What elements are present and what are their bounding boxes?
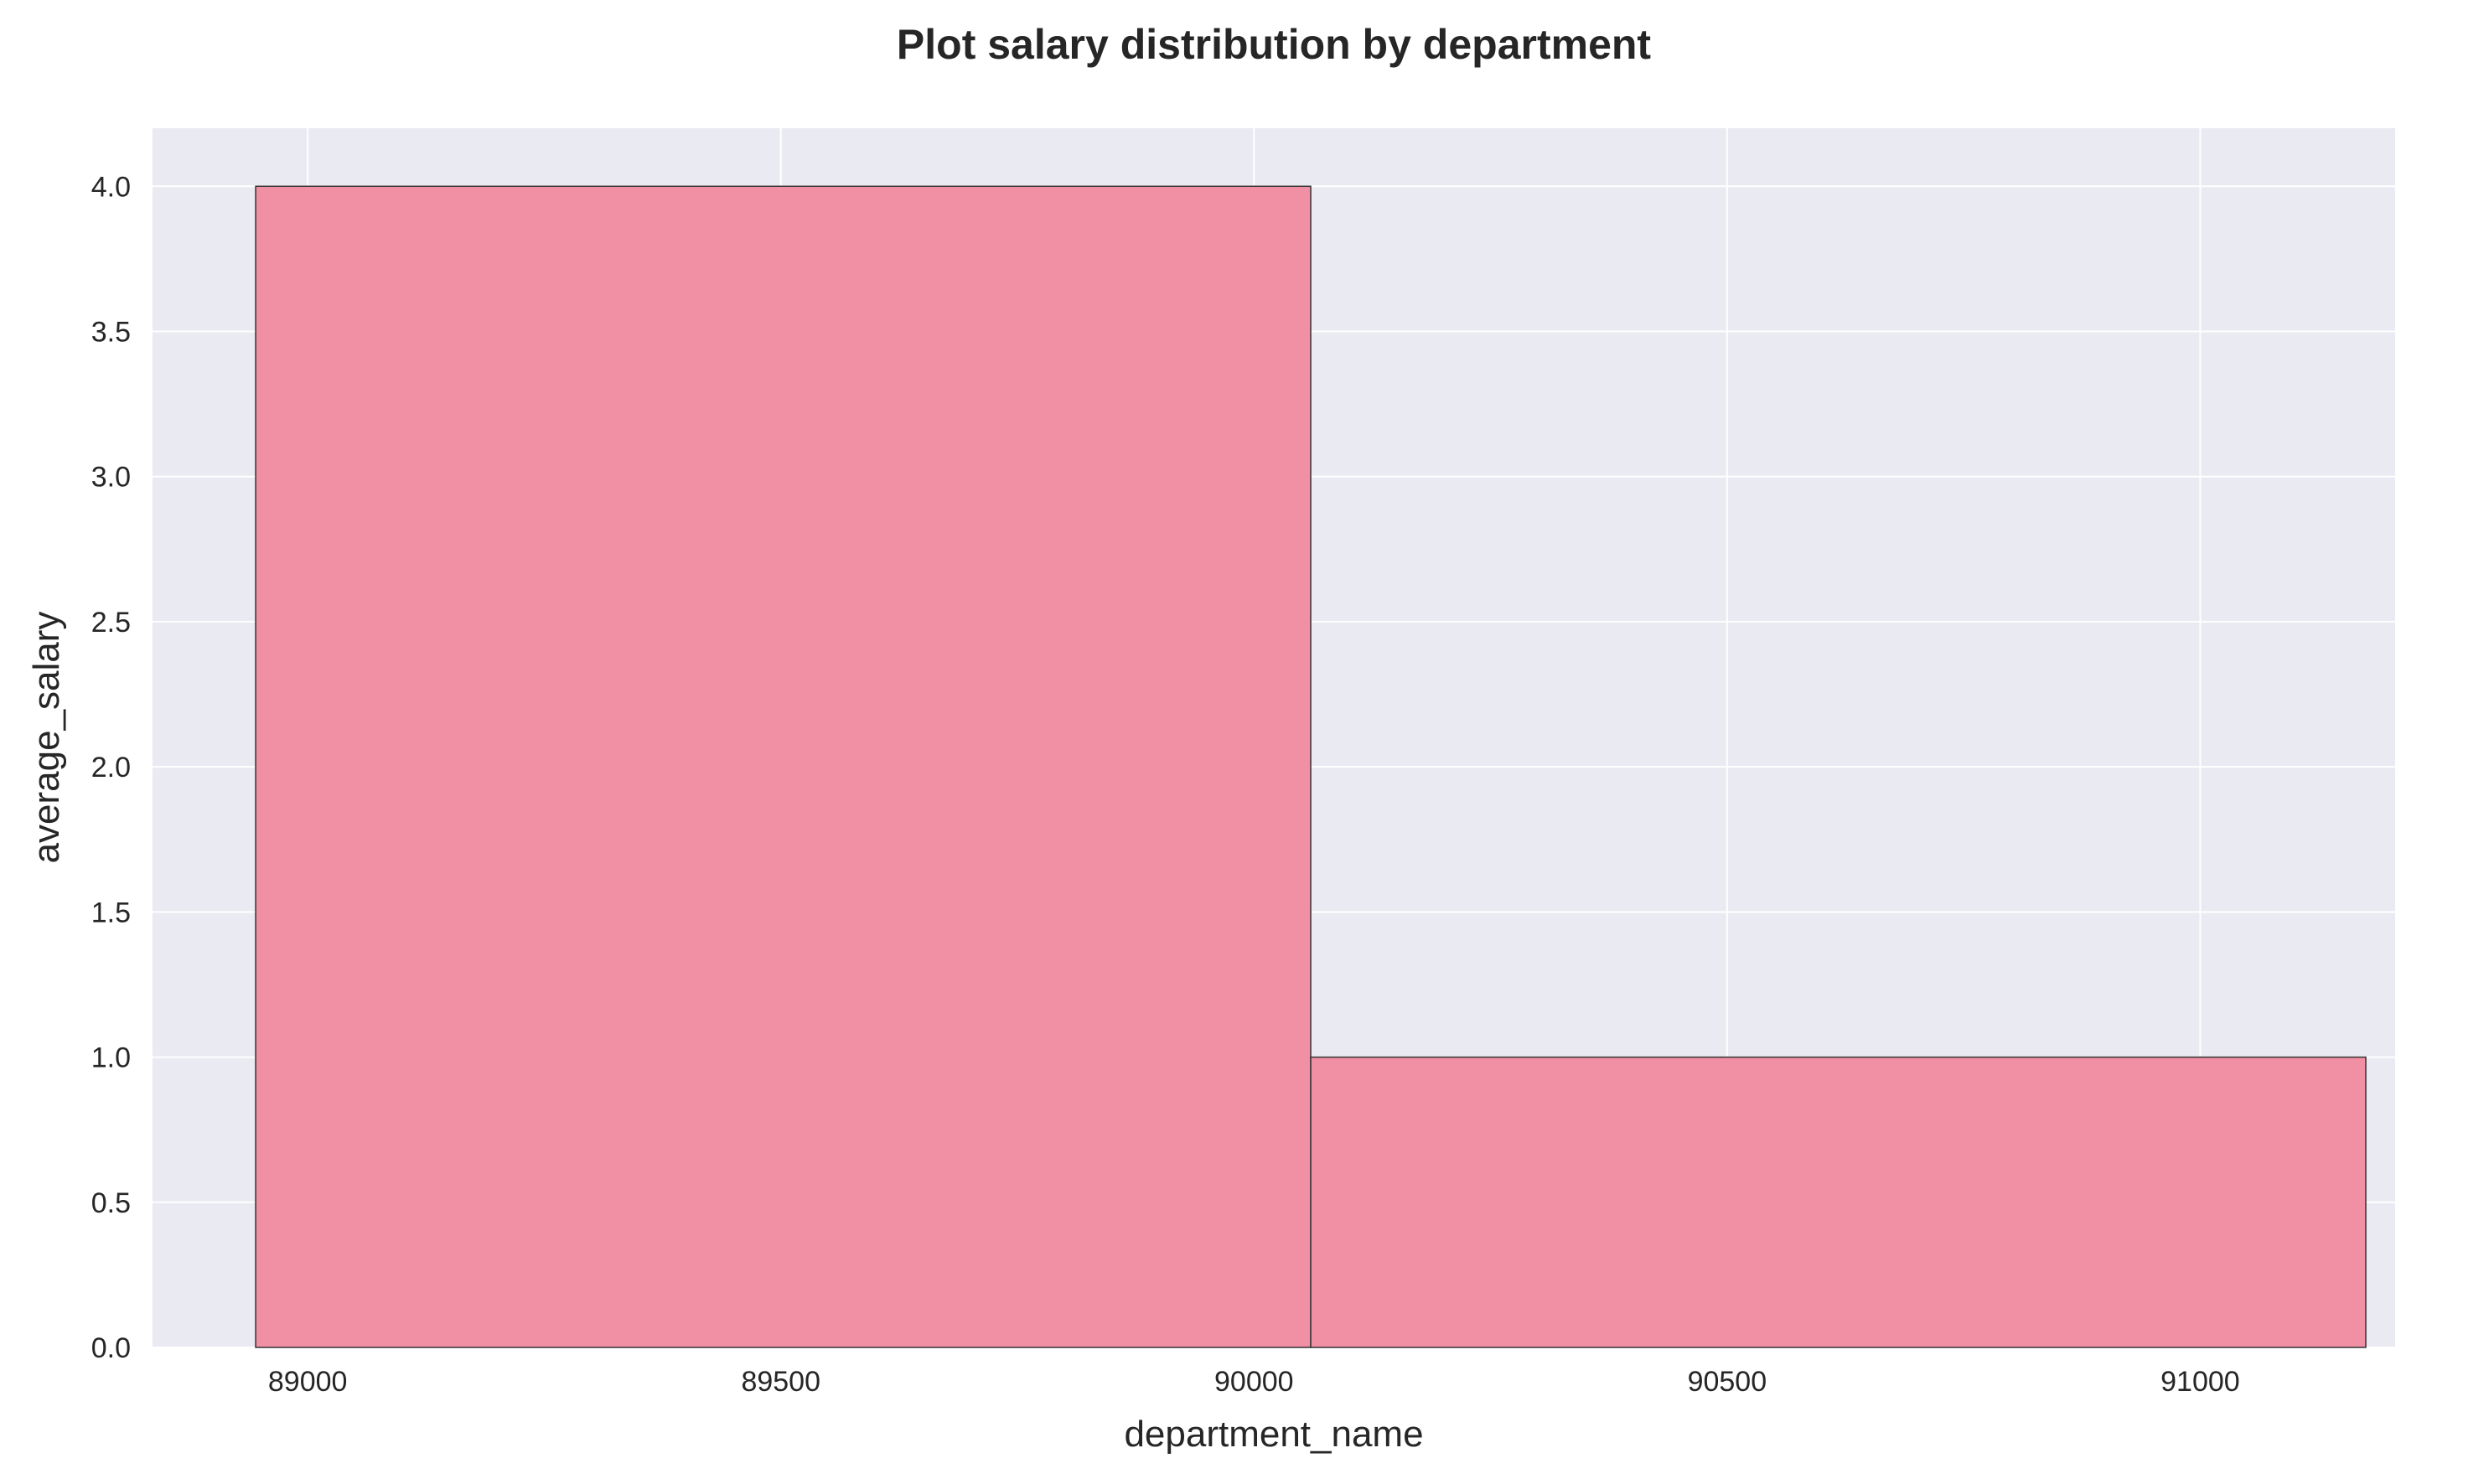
x-tick-label: 90500: [1688, 1366, 1767, 1398]
chart-title: Plot salary distribution by department: [897, 21, 1651, 68]
y-tick-label: 1.5: [91, 897, 131, 928]
x-tick-label: 89000: [268, 1366, 348, 1398]
x-axis-label: department_name: [1124, 1414, 1423, 1455]
y-tick-label: 0.5: [91, 1187, 131, 1219]
x-tick-label: 90000: [1214, 1366, 1294, 1398]
x-tick-label: 89500: [741, 1366, 820, 1398]
y-axis-label: average_salary: [26, 612, 67, 864]
y-tick-label: 2.0: [91, 752, 131, 783]
y-tick-label: 3.0: [91, 462, 131, 494]
histogram-bar: [255, 185, 1312, 1348]
y-tick-label: 0.0: [91, 1332, 131, 1364]
x-axis-ticks: 89000 89500 90000 90500 91000: [268, 1366, 2240, 1398]
histogram-bar: [1310, 1056, 2367, 1348]
y-tick-label: 3.5: [91, 317, 131, 349]
bars: [255, 185, 2367, 1348]
y-tick-label: 4.0: [91, 171, 131, 203]
x-tick-label: 91000: [2160, 1366, 2240, 1398]
y-tick-label: 2.5: [91, 607, 131, 639]
y-axis-ticks: 0.0 0.5 1.0 1.5 2.0 2.5 3.0 3.5 4.0: [91, 171, 131, 1364]
y-tick-label: 1.0: [91, 1042, 131, 1074]
